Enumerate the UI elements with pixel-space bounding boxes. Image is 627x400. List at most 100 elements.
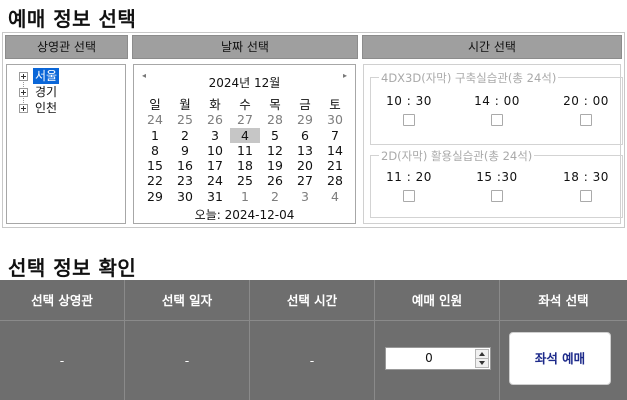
calendar-day[interactable]: 13: [297, 142, 313, 158]
expand-icon[interactable]: [19, 103, 28, 113]
calendar-day[interactable]: 14: [327, 142, 343, 158]
calendar-day[interactable]: 12: [267, 142, 283, 158]
tree-item-seoul[interactable]: 서울: [19, 68, 60, 84]
col-people-header: 예매 인원: [375, 280, 500, 321]
confirm-table: 선택 상영관 선택 일자 선택 시간 예매 인원 좌석 선택 - - - 0 좌…: [0, 280, 627, 400]
calendar-day[interactable]: 29: [147, 188, 163, 204]
people-cell: 0: [375, 321, 500, 400]
tree-item-gyeonggi[interactable]: 경기: [19, 84, 59, 100]
calendar-day[interactable]: 30: [327, 112, 343, 128]
showtime-checkbox[interactable]: [580, 190, 592, 202]
theater-column: 상영관 선택 서울 경기 인천: [3, 33, 130, 227]
calendar-day[interactable]: 24: [147, 112, 163, 128]
calendar-day[interactable]: 9: [181, 142, 189, 158]
showtime-checkbox[interactable]: [491, 190, 503, 202]
selected-date-value: -: [125, 321, 250, 400]
arrow-down-icon: [479, 361, 485, 365]
calendar-day[interactable]: 1: [151, 127, 159, 143]
calendar-day[interactable]: 3: [301, 188, 309, 204]
calendar-day[interactable]: 22: [147, 173, 163, 189]
calendar-day[interactable]: 25: [237, 173, 253, 189]
showtime-label: 14 : 00: [474, 94, 520, 108]
selected-theater-value: -: [0, 321, 125, 400]
arrow-up-icon: [479, 352, 485, 356]
showtime-group-title: 2D(자막) 활용실습관(총 24석): [379, 148, 535, 164]
booking-confirm-heading: 선택 정보 확인: [8, 256, 137, 280]
tree-item-label: 경기: [35, 85, 58, 99]
col-seat-header: 좌석 선택: [500, 280, 627, 321]
theater-header: 상영관 선택: [5, 35, 128, 59]
calendar-week: 8 9 10 11 12 13 14: [140, 143, 350, 158]
calendar-day[interactable]: 20: [297, 158, 313, 174]
showtime-group-2d: 2D(자막) 활용실습관(총 24석) 11 : 20 15 :30 18 : …: [370, 148, 623, 218]
calendar-day[interactable]: 2: [271, 188, 279, 204]
calendar-day[interactable]: 27: [237, 112, 253, 128]
showtime-checkbox[interactable]: [403, 114, 415, 126]
calendar-week: 15 16 17 18 19 20 21: [140, 158, 350, 173]
calendar-day[interactable]: 8: [151, 142, 159, 158]
calendar-day[interactable]: 23: [177, 173, 193, 189]
calendar-month-label: 2024년 12월: [208, 76, 281, 90]
calendar-day[interactable]: 2: [181, 127, 189, 143]
calendar-day[interactable]: 26: [207, 112, 223, 128]
calendar-day[interactable]: 1: [241, 188, 249, 204]
seat-cell: 좌석 예매: [500, 321, 627, 400]
tree-item-label: 서울: [33, 68, 60, 84]
calendar: ◂ ▸ 2024년 12월 일 월 화 수 목 금 토 24 25 26 27: [133, 64, 356, 224]
confirm-value-row: - - - 0 좌석 예매: [0, 321, 627, 400]
calendar-day[interactable]: 5: [271, 127, 279, 143]
showtime-slot: 14 : 00: [467, 94, 527, 126]
calendar-day[interactable]: 21: [327, 158, 343, 174]
people-stepper[interactable]: 0: [385, 347, 491, 370]
showtime-slot: 15 :30: [467, 170, 527, 202]
today-link[interactable]: 오늘: 2024-12-04: [194, 208, 295, 222]
showtime-slot: 10 : 30: [379, 94, 439, 126]
calendar-day-today[interactable]: 4: [230, 127, 260, 143]
weekday-label: 월: [179, 97, 191, 112]
people-count[interactable]: 0: [425, 351, 433, 365]
showtime-label: 20 : 00: [563, 94, 609, 108]
calendar-day[interactable]: 11: [237, 142, 253, 158]
showtime-label: 15 :30: [476, 170, 518, 184]
calendar-day[interactable]: 4: [331, 188, 339, 204]
calendar-day[interactable]: 27: [297, 173, 313, 189]
calendar-day[interactable]: 24: [207, 173, 223, 189]
showtime-checkbox[interactable]: [491, 114, 503, 126]
expand-icon[interactable]: [19, 71, 28, 81]
showtime-checkbox[interactable]: [403, 190, 415, 202]
booking-select-heading: 예매 정보 선택: [8, 7, 137, 31]
calendar-grid: 일 월 화 수 목 금 토 24 25 26 27 28 29 30: [140, 97, 350, 204]
calendar-day[interactable]: 16: [177, 158, 193, 174]
calendar-day[interactable]: 25: [177, 112, 193, 128]
date-header: 날짜 선택: [132, 35, 358, 59]
calendar-day[interactable]: 28: [267, 112, 283, 128]
calendar-day[interactable]: 3: [211, 127, 219, 143]
calendar-day[interactable]: 29: [297, 112, 313, 128]
weekday-label: 수: [239, 97, 251, 112]
col-theater-header: 선택 상영관: [0, 280, 125, 321]
calendar-day[interactable]: 30: [177, 188, 193, 204]
booking-select-panel: 상영관 선택 서울 경기 인천 날짜 선택 ◂ ▸ 2024년 12월: [2, 32, 625, 228]
calendar-day[interactable]: 28: [327, 173, 343, 189]
weekday-label: 일: [149, 97, 161, 112]
calendar-day[interactable]: 26: [267, 173, 283, 189]
calendar-day[interactable]: 10: [207, 142, 223, 158]
calendar-day[interactable]: 15: [147, 158, 163, 174]
calendar-day[interactable]: 31: [207, 188, 223, 204]
expand-icon[interactable]: [19, 87, 28, 97]
calendar-day[interactable]: 19: [267, 158, 283, 174]
tree-item-incheon[interactable]: 인천: [19, 100, 59, 116]
next-month-icon[interactable]: ▸: [342, 71, 347, 80]
tree-item-label: 인천: [35, 101, 58, 115]
seat-booking-button[interactable]: 좌석 예매: [509, 332, 611, 385]
calendar-day[interactable]: 6: [301, 127, 309, 143]
prev-month-icon[interactable]: ◂: [142, 71, 147, 80]
date-column: 날짜 선택 ◂ ▸ 2024년 12월 일 월 화 수 목 금 토 24 25 …: [130, 33, 360, 227]
calendar-day[interactable]: 17: [207, 158, 223, 174]
showtime-checkbox[interactable]: [580, 114, 592, 126]
calendar-day[interactable]: 18: [237, 158, 253, 174]
weekday-label: 금: [299, 97, 311, 112]
decrement-button[interactable]: [475, 358, 489, 368]
col-date-header: 선택 일자: [125, 280, 250, 321]
calendar-day[interactable]: 7: [331, 127, 339, 143]
